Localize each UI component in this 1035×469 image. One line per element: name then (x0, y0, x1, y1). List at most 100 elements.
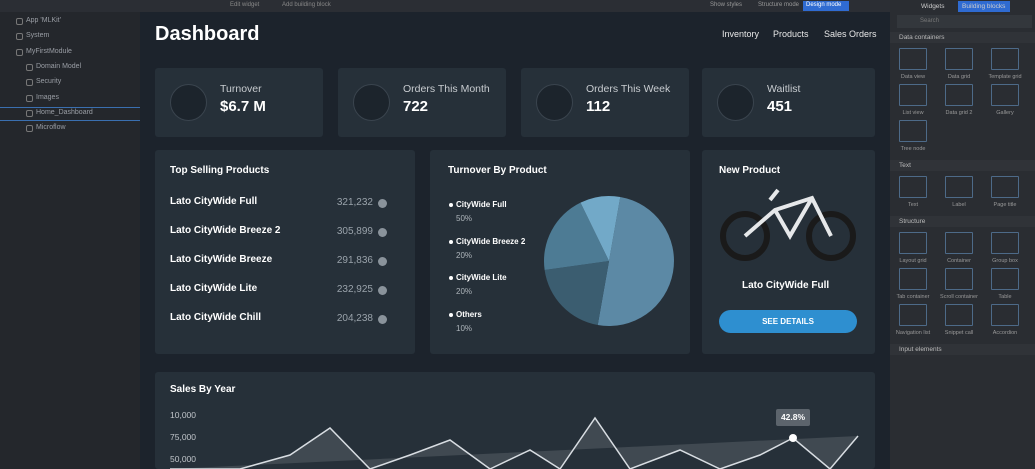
legend-dot (449, 312, 453, 317)
product-name: Lato CityWide Breeze 2 (170, 225, 281, 236)
legend-dot (449, 203, 453, 207)
tree-item: App 'MLKit' (26, 17, 61, 24)
count-dot (378, 199, 387, 208)
search-box (897, 15, 1032, 28)
tab-active (958, 1, 1010, 12)
tree-item: Images (36, 93, 59, 101)
pie-slice (544, 261, 609, 326)
widget-label: Data grid 2 (945, 110, 973, 116)
widget-icon (899, 304, 927, 326)
product-name: Lato CityWide Full (170, 196, 258, 207)
toolbar-item: Edit widget (230, 2, 260, 8)
panel (155, 150, 415, 354)
widget-label: Snippet call (944, 330, 974, 336)
section-header (890, 216, 1035, 227)
legend-dot (449, 276, 453, 280)
section-title: Input elements (899, 346, 942, 353)
widget-label: Template grid (988, 74, 1022, 80)
tree-icon (26, 94, 33, 102)
stat-icon (353, 84, 390, 121)
toolbar-item: Add building block (282, 2, 331, 8)
stat-label: Orders This Month (403, 83, 490, 95)
section-header (890, 160, 1035, 171)
axis-label: 75,000 (170, 432, 196, 442)
widget-icon (991, 232, 1019, 254)
tree-item: System (26, 32, 50, 40)
tree-icon (26, 125, 33, 133)
legend-value: 10% (456, 323, 473, 333)
widget-icon (945, 304, 973, 326)
stat-value: $6.7 M (220, 98, 266, 115)
toolbar-item: Structure mode (758, 2, 800, 8)
product-title: Lato CityWide Full (742, 280, 830, 291)
section-title: Structure (899, 218, 926, 225)
axis-label: 10,000 (170, 410, 196, 420)
section-title: Data containers (899, 34, 945, 41)
nav-link: Inventory (722, 29, 760, 39)
product-count: 291,836 (336, 255, 373, 266)
tree-icon (26, 109, 33, 117)
sales-panel (155, 372, 875, 469)
nav-link: Products (773, 29, 809, 39)
dashboard-title: Dashboard (155, 23, 260, 45)
widget-icon (899, 120, 927, 142)
top-bar (0, 0, 1035, 12)
product-name: Lato CityWide Chill (170, 312, 262, 323)
stat-label: Waitlist (767, 83, 801, 95)
panel-title: New Product (719, 165, 781, 176)
widget-icon (899, 176, 927, 198)
count-dot (378, 257, 387, 266)
panel-tab: Building blocks (962, 3, 1006, 10)
annotation-point (789, 434, 797, 442)
widget-icon (991, 84, 1019, 106)
details-button[interactable]: SEE DETAILS (719, 310, 857, 333)
widget-label: Tab container (896, 294, 930, 300)
widget-label: Layout grid (899, 258, 927, 264)
tree-icon (26, 63, 33, 71)
product-count: 321,232 (336, 197, 373, 208)
stat-icon (170, 84, 207, 121)
legend-value: 20% (456, 250, 473, 260)
widget-icon (945, 176, 973, 198)
widget-label: Label (952, 202, 966, 208)
tree-item: Security (36, 78, 62, 86)
product-name: Lato CityWide Breeze (170, 254, 273, 265)
section-header (890, 344, 1035, 355)
pie-slice (543, 202, 609, 271)
widget-label: Data view (900, 74, 926, 80)
widget-label: Text (907, 202, 919, 208)
widget-icon (899, 232, 927, 254)
stat-label: Orders This Week (586, 83, 671, 95)
panel-title: Top Selling Products (170, 165, 270, 176)
tree-item: Home_Dashboard (36, 108, 93, 116)
tree-item: Microflow (36, 124, 66, 132)
sales-line (170, 416, 859, 469)
count-dot (378, 315, 387, 324)
stat-label: Turnover (220, 83, 262, 95)
section-header (890, 32, 1035, 43)
tree-item: Domain Model (36, 62, 82, 70)
toolbar-item: Design mode (806, 2, 842, 8)
tree-icon (26, 79, 33, 87)
legend-name: CityWide Lite (456, 273, 507, 282)
tree-selected (0, 106, 140, 121)
search: Search (920, 18, 940, 24)
stat-value: 112 (586, 98, 611, 115)
widget-label: Table (998, 294, 1012, 300)
nav-link: Sales Orders (824, 29, 877, 39)
legend-dot (449, 239, 453, 244)
legend-name: Others (456, 309, 482, 319)
widget-icon (899, 48, 927, 70)
widget-icon (991, 48, 1019, 70)
legend-value: 20% (456, 287, 473, 296)
tree-item: MyFirstModule (26, 47, 72, 55)
widget-label: Tree node (900, 146, 926, 152)
product-count: 305,899 (336, 226, 373, 237)
tree-icon (16, 48, 23, 56)
widget-label: Gallery (996, 110, 1014, 116)
widget-icon (945, 48, 973, 70)
project-tree (0, 12, 140, 469)
annotation-box: 42.8% (776, 409, 810, 426)
legend-name: CityWide Breeze 2 (456, 236, 526, 246)
